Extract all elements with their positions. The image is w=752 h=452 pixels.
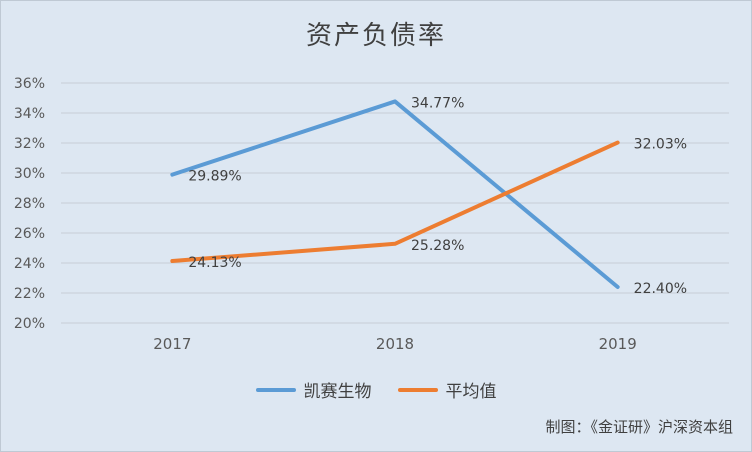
chart-title: 资产负债率 xyxy=(305,21,446,51)
data-label: 32.03% xyxy=(634,137,687,153)
data-labels: 29.89% 34.77% 22.40% 24.13% 25.28% 32.03% xyxy=(188,95,687,297)
source-note: 制图：《金证研》沪深资本组 xyxy=(545,418,733,436)
legend-item-average: 平均值 xyxy=(397,377,497,402)
data-label: 34.77% xyxy=(411,95,464,111)
y-tick-label: 36% xyxy=(14,76,45,92)
series-line-0 xyxy=(170,99,620,289)
y-tick-label: 26% xyxy=(14,226,45,242)
y-axis-ticks: 20% 22% 24% 26% 28% 30% 32% 34% 36% xyxy=(14,76,45,332)
y-tick-label: 20% xyxy=(14,316,45,332)
legend-swatch-kaisai xyxy=(255,387,296,392)
y-tick-label: 24% xyxy=(14,256,45,272)
legend: 凯赛生物 平均值 xyxy=(1,377,751,402)
x-tick-label: 2019 xyxy=(599,335,637,353)
x-tick-label: 2017 xyxy=(153,335,191,353)
series-lines xyxy=(170,99,620,289)
data-label: 29.89% xyxy=(188,169,241,185)
y-tick-label: 32% xyxy=(14,136,45,152)
data-label: 22.40% xyxy=(634,281,687,297)
y-tick-label: 30% xyxy=(14,166,45,182)
gridlines xyxy=(61,82,729,324)
legend-label-average: 平均值 xyxy=(445,382,497,402)
data-label: 24.13% xyxy=(188,255,241,271)
series-line-1 xyxy=(170,140,620,264)
legend-label-kaisai: 凯赛生物 xyxy=(303,382,372,402)
y-tick-label: 22% xyxy=(14,286,45,302)
y-tick-label: 34% xyxy=(14,106,45,122)
legend-swatch-average xyxy=(397,387,438,392)
x-tick-label: 2018 xyxy=(376,335,414,353)
x-axis-ticks: 2017 2018 2019 xyxy=(153,335,637,353)
legend-item-kaisai: 凯赛生物 xyxy=(255,377,372,402)
data-label: 25.28% xyxy=(411,238,464,254)
y-tick-label: 28% xyxy=(14,196,45,212)
